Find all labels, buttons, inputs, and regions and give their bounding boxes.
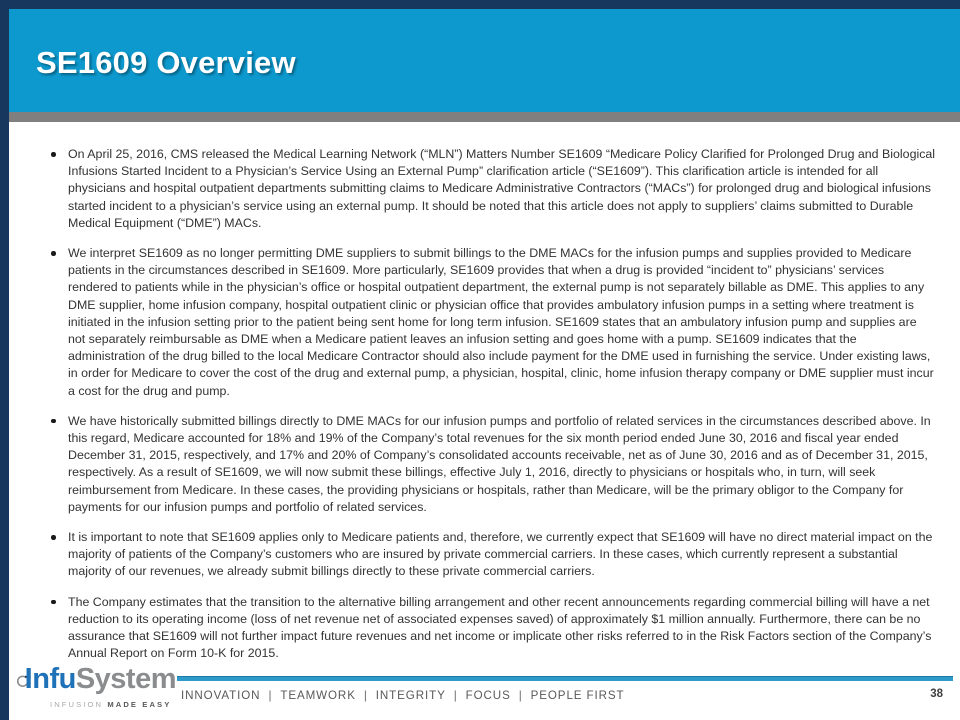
motto-teamwork: TEAMWORK bbox=[280, 689, 356, 702]
bullet-icon bbox=[51, 535, 56, 540]
slide-top-border bbox=[0, 0, 960, 9]
logo-tagline: INFUSION MADE EASY bbox=[50, 700, 176, 709]
page-number: 38 bbox=[930, 688, 943, 700]
motto-separator: | bbox=[453, 689, 458, 702]
footer-motto: INNOVATION | TEAMWORK | INTEGRITY | FOCUS | PEOP… bbox=[181, 689, 625, 702]
bullet-icon bbox=[51, 251, 56, 256]
bullet-list: On April 25, 2016, CMS released the Medi… bbox=[50, 146, 936, 675]
motto-separator: | bbox=[518, 689, 523, 702]
bullet-text: It is important to note that SE1609 appl… bbox=[68, 530, 933, 579]
motto-separator: | bbox=[363, 689, 368, 702]
bullet-item: We interpret SE1609 as no longer permitt… bbox=[50, 245, 936, 400]
bullet-item: The Company estimates that the transitio… bbox=[50, 594, 936, 663]
bullet-text: We have historically submitted billings … bbox=[68, 413, 931, 514]
bullet-icon bbox=[51, 152, 56, 157]
bullet-text: We interpret SE1609 as no longer permitt… bbox=[68, 246, 934, 398]
logo-word-system: System bbox=[75, 663, 177, 695]
motto-focus: FOCUS bbox=[465, 689, 511, 702]
slide-header-banner: SE1609 Overview bbox=[9, 9, 960, 112]
logo-swoosh-icon bbox=[16, 675, 28, 687]
page-title: SE1609 Overview bbox=[36, 45, 296, 80]
motto-people-first: PEOPLE FIRST bbox=[530, 689, 625, 702]
header-divider-strip bbox=[9, 112, 960, 122]
motto-integrity: INTEGRITY bbox=[375, 689, 446, 702]
infusystem-logo: InfuSystem INFUSION MADE EASY bbox=[16, 660, 177, 709]
bullet-item: On April 25, 2016, CMS released the Medi… bbox=[50, 146, 936, 232]
bullet-text: The Company estimates that the transitio… bbox=[68, 594, 932, 661]
motto-innovation: INNOVATION bbox=[181, 689, 261, 702]
bullet-item: It is important to note that SE1609 appl… bbox=[50, 529, 936, 581]
bullet-item: We have historically submitted billings … bbox=[50, 413, 936, 516]
motto-separator: | bbox=[268, 689, 273, 702]
logo-wordmark: InfuSystem bbox=[24, 660, 177, 698]
footer-divider-line bbox=[177, 676, 953, 681]
bullet-icon bbox=[51, 599, 56, 605]
bullet-text: On April 25, 2016, CMS released the Medi… bbox=[68, 147, 936, 230]
tagline-infusion: INFUSION bbox=[50, 700, 104, 709]
bullet-icon bbox=[51, 418, 56, 424]
logo-word-infu: Infu bbox=[24, 663, 77, 695]
slide-left-border bbox=[0, 0, 9, 720]
tagline-made-easy: MADE EASY bbox=[107, 700, 172, 709]
